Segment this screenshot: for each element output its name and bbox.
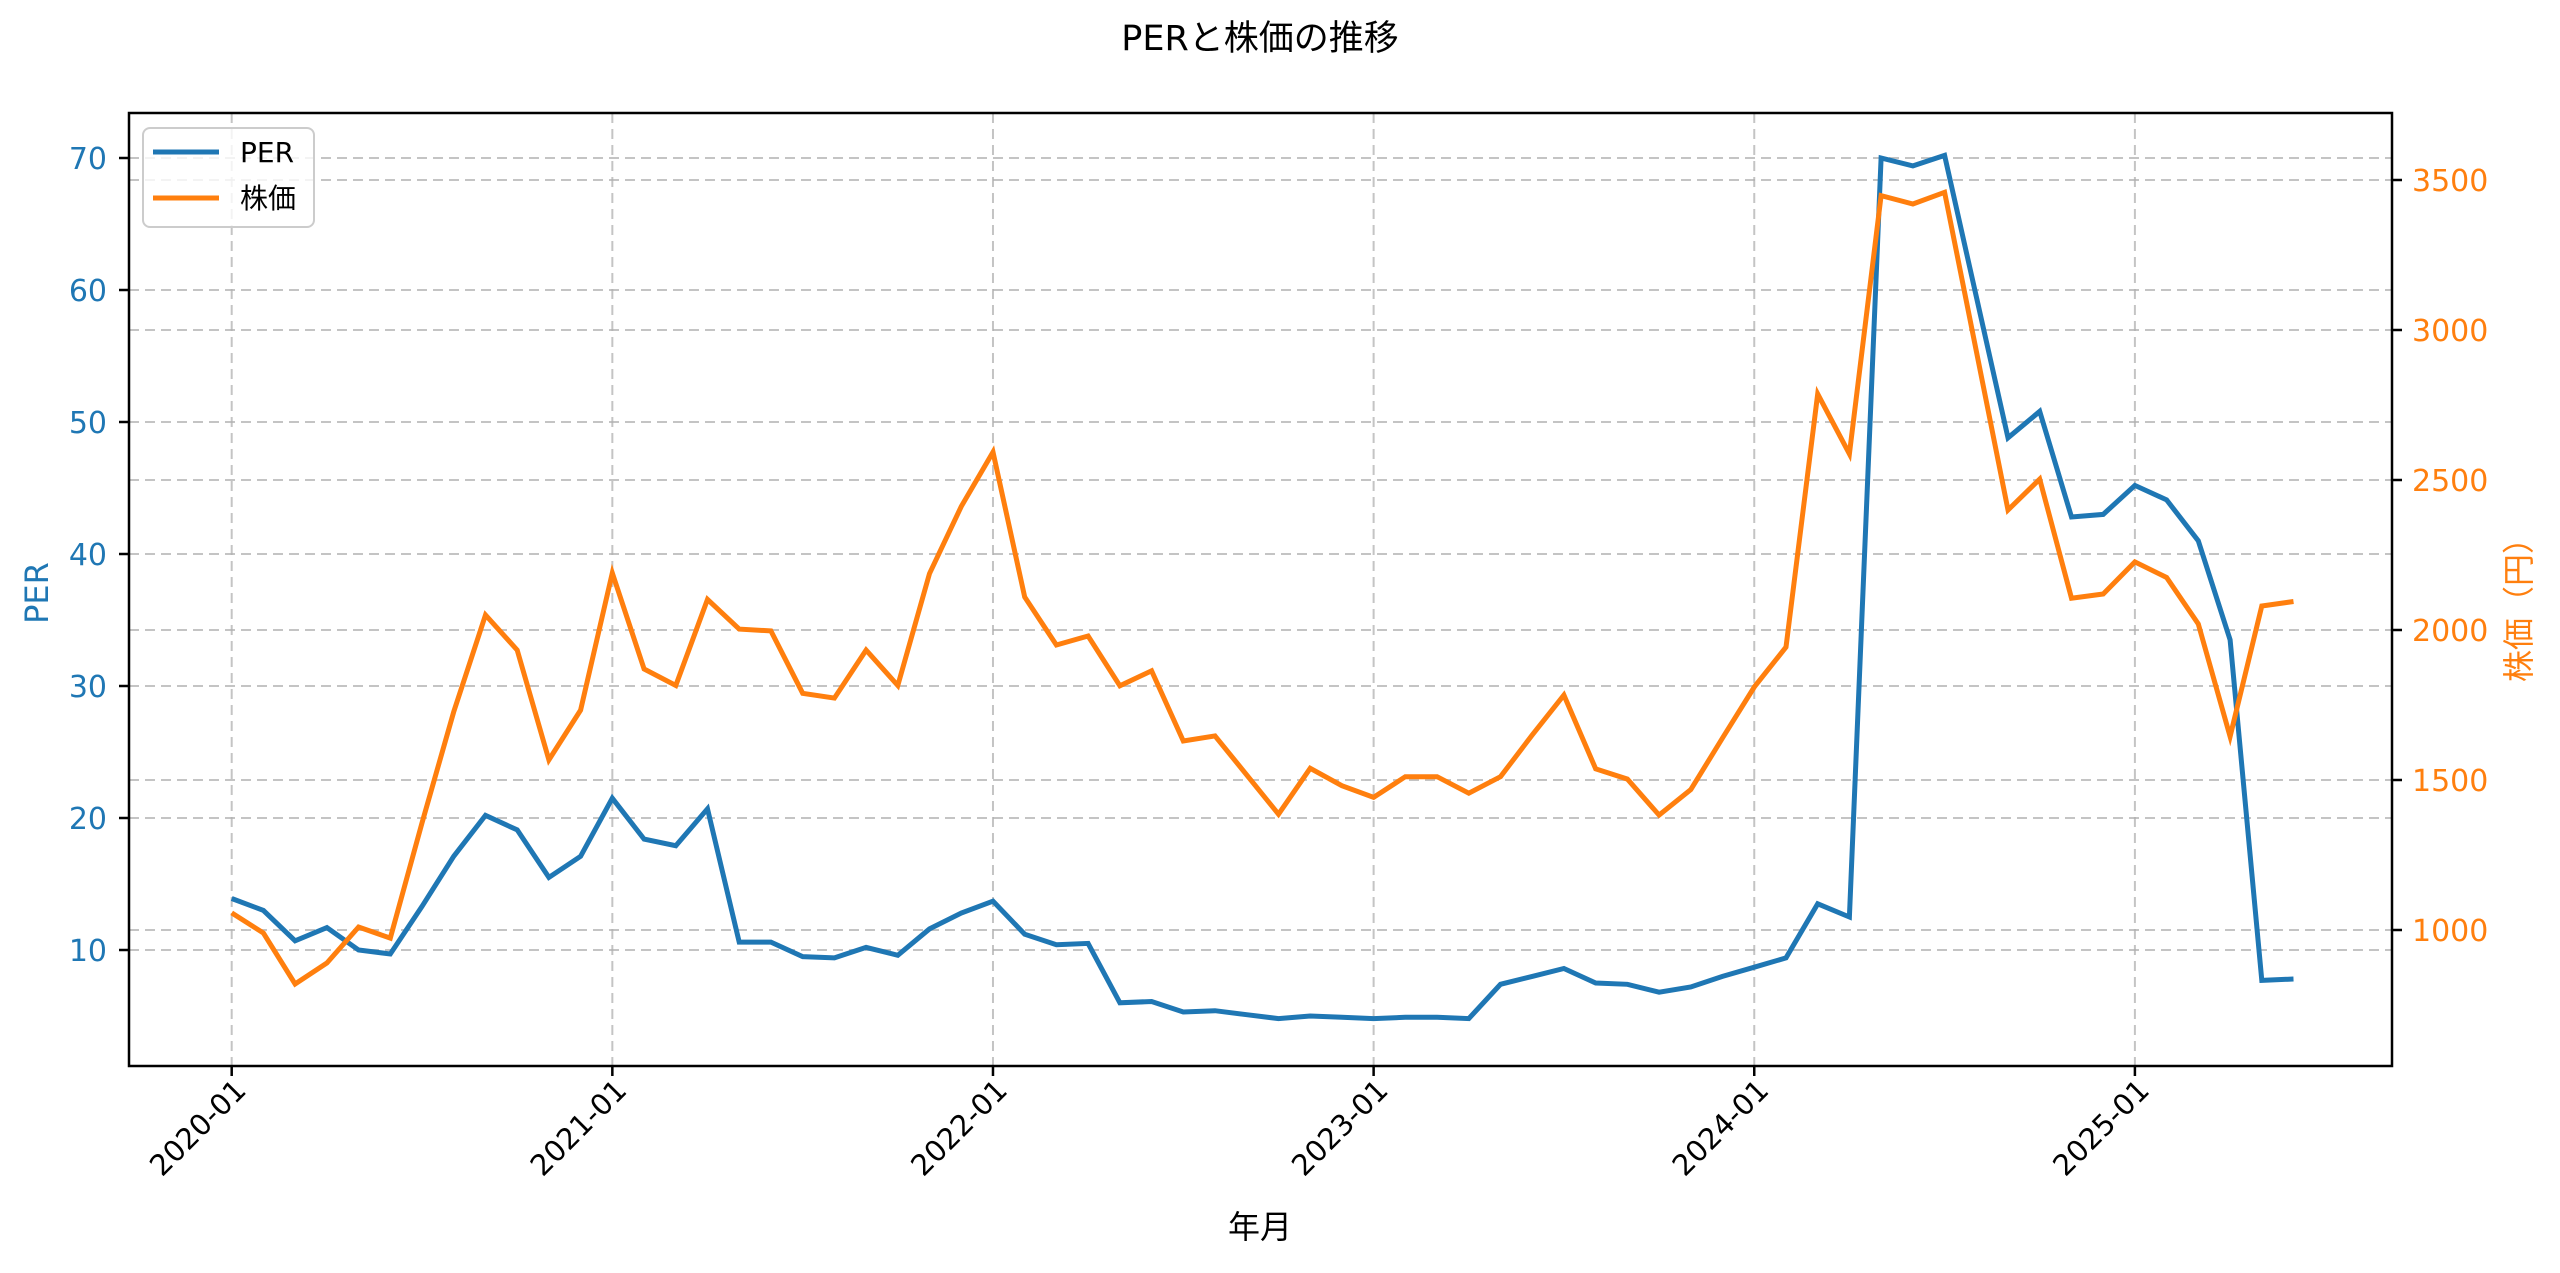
right-tick-label: 3000 bbox=[2412, 314, 2488, 349]
x-tick-label: 2025-01 bbox=[2046, 1073, 2156, 1183]
x-axis-label: 年月 bbox=[1228, 1208, 1292, 1246]
legend: PER 株価 bbox=[142, 127, 315, 228]
left-y-axis-label: PER bbox=[18, 562, 56, 624]
x-tick-label: 2023-01 bbox=[1285, 1073, 1395, 1183]
legend-label-per: PER bbox=[240, 136, 294, 169]
left-tick-label: 70 bbox=[69, 142, 107, 177]
right-tick-label: 2000 bbox=[2412, 614, 2488, 649]
left-tick-label: 50 bbox=[69, 406, 107, 441]
x-axis-ticks: 2020-01 2021-01 2022-01 2023-01 2024-01 2025-… bbox=[143, 1066, 2156, 1183]
legend-label-price: 株価 bbox=[240, 182, 296, 215]
right-tick-label: 2500 bbox=[2412, 464, 2488, 499]
left-tick-label: 40 bbox=[69, 538, 107, 573]
chart-title: PERと株価の推移 bbox=[1121, 19, 1399, 59]
per-line bbox=[230, 152, 2294, 1022]
right-tick-label: 3500 bbox=[2412, 164, 2488, 199]
left-tick-label: 20 bbox=[69, 802, 107, 837]
left-tick-label: 60 bbox=[69, 274, 107, 309]
right-y-axis-label: 株価（円） bbox=[2500, 522, 2538, 682]
left-y-axis-ticks: 10 20 30 40 50 60 70 bbox=[69, 142, 129, 969]
left-tick-label: 30 bbox=[69, 670, 107, 705]
right-y-axis-ticks: 1000 1500 2000 2500 3000 3500 bbox=[2392, 164, 2488, 949]
grid-lines bbox=[129, 113, 2392, 1066]
right-tick-label: 1500 bbox=[2412, 764, 2488, 799]
x-tick-label: 2022-01 bbox=[904, 1073, 1014, 1183]
plot-series bbox=[230, 152, 2294, 1022]
axes-frame bbox=[127, 111, 2394, 1068]
x-tick-label: 2024-01 bbox=[1665, 1073, 1775, 1183]
x-tick-label: 2020-01 bbox=[143, 1073, 253, 1183]
x-tick-label: 2021-01 bbox=[524, 1073, 634, 1183]
price-line bbox=[230, 188, 2294, 988]
left-tick-label: 10 bbox=[69, 934, 107, 969]
right-tick-label: 1000 bbox=[2412, 914, 2488, 949]
